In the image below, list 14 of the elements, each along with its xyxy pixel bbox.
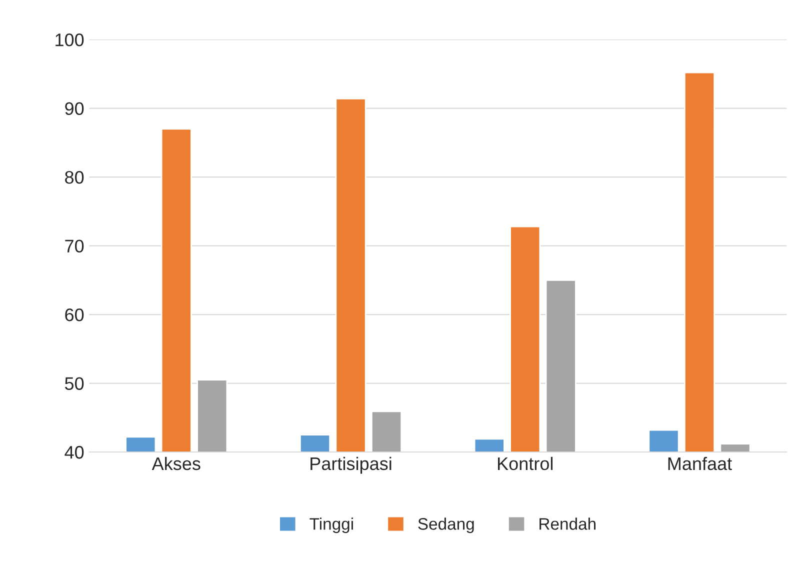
legend-label: Sedang: [418, 518, 474, 534]
y-tick-label: 70: [65, 240, 84, 252]
legend-label: Tinggi: [310, 518, 353, 534]
y-tick-label: 50: [64, 377, 84, 390]
y-tick-label: 80: [65, 170, 84, 184]
y-tick-label: 90: [65, 102, 84, 116]
x-tick-label: Kontrol: [498, 456, 553, 470]
x-tick-label: Akses: [152, 456, 200, 470]
x-tick-label: Partisipasi: [310, 456, 392, 474]
y-tick-label: 40: [64, 446, 84, 459]
y-tick-label: 100: [56, 33, 84, 46]
x-tick-label: Manfaat: [668, 456, 732, 470]
y-tick-label: 60: [65, 308, 84, 322]
legend-label: Rendah: [540, 518, 596, 530]
